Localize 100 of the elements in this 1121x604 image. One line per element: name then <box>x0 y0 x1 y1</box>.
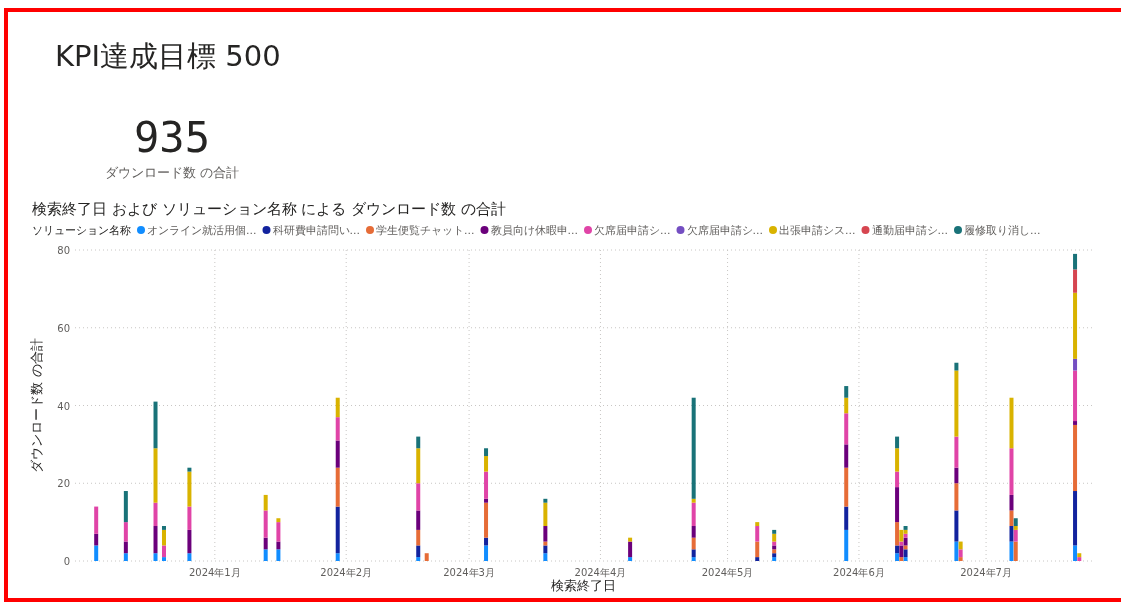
bar <box>772 545 777 550</box>
bar <box>1073 370 1078 422</box>
bar <box>161 545 166 558</box>
bar <box>1009 541 1014 561</box>
x-tick-label: 2024年4月 <box>574 567 627 578</box>
legend-label: 欠席届申請シ... <box>686 224 763 237</box>
legend-label: 出張申請シス... <box>779 224 856 237</box>
bar <box>187 506 192 530</box>
bar <box>1009 397 1014 449</box>
legend-label: 学生便覧チャット... <box>376 224 475 237</box>
bar <box>484 448 489 457</box>
bar <box>543 553 548 561</box>
bar <box>895 487 900 523</box>
bar <box>772 533 777 542</box>
bar <box>895 448 900 472</box>
bar <box>691 557 696 561</box>
bar <box>484 456 489 472</box>
bar <box>844 444 849 468</box>
bar <box>899 545 904 558</box>
bar <box>187 553 192 561</box>
bar <box>1073 269 1078 293</box>
bar <box>123 541 128 554</box>
bar <box>954 436 959 468</box>
bar <box>1009 494 1014 511</box>
bar <box>161 526 166 530</box>
bar <box>755 526 760 542</box>
y-tick-label: 80 <box>57 245 70 256</box>
bar <box>161 557 166 561</box>
bar <box>1073 424 1078 492</box>
bar <box>958 549 963 558</box>
bar <box>755 522 760 527</box>
bar <box>263 537 268 550</box>
bar <box>1009 526 1014 542</box>
bar <box>628 541 633 558</box>
x-tick-label: 2024年2月 <box>320 567 373 578</box>
bar <box>153 526 158 554</box>
bar <box>416 529 421 546</box>
bar <box>1077 557 1082 561</box>
bar <box>263 510 268 538</box>
bar <box>954 483 959 511</box>
bar <box>772 557 777 561</box>
bar <box>628 557 633 561</box>
bar <box>543 526 548 542</box>
bar <box>844 397 849 414</box>
x-tick-label: 2024年1月 <box>188 567 241 578</box>
bar <box>903 537 908 546</box>
bar <box>543 545 548 554</box>
bar <box>844 506 849 530</box>
bar <box>903 549 908 558</box>
bar <box>1073 545 1078 561</box>
bar <box>844 413 849 445</box>
bar <box>187 467 192 472</box>
bar <box>543 498 548 503</box>
bar <box>263 494 268 511</box>
bar <box>895 522 900 546</box>
bar <box>954 370 959 437</box>
bar <box>416 483 421 511</box>
bar <box>335 440 340 468</box>
bar <box>1073 358 1078 371</box>
bar <box>94 533 99 546</box>
bar <box>895 471 900 488</box>
bar <box>94 545 99 561</box>
chart-subtitle: 検索終了日 および ソリューション名称 による ダウンロード数 の合計 <box>32 200 506 218</box>
bar <box>276 522 281 542</box>
bar <box>844 529 849 561</box>
bar <box>691 502 696 527</box>
bar <box>1073 292 1078 359</box>
legend-label: 教員向け休暇申... <box>490 224 578 237</box>
bar <box>416 510 421 530</box>
bar <box>335 553 340 561</box>
bar <box>1077 553 1082 558</box>
bar <box>153 448 158 503</box>
y-tick-label: 0 <box>63 556 70 567</box>
bar <box>844 386 849 398</box>
text: 935 <box>134 113 210 162</box>
bar <box>416 448 421 484</box>
bar <box>276 518 281 523</box>
bar <box>335 397 340 418</box>
legend-label: 科研費申請問い... <box>272 224 360 237</box>
legend-label: 履修取り消し... <box>964 224 1041 237</box>
bar <box>954 362 959 371</box>
legend-label: オンライン就活用個... <box>147 224 257 237</box>
bar <box>335 417 340 441</box>
x-tick-label: 2024年7月 <box>960 567 1012 578</box>
x-tick-label: 2024年5月 <box>701 567 754 578</box>
bar <box>484 545 489 561</box>
y-axis-title: ダウンロード数 の合計 <box>29 338 44 473</box>
bar <box>772 529 777 534</box>
bar <box>153 502 158 527</box>
bar <box>954 467 959 484</box>
bar <box>1013 518 1018 527</box>
bar <box>543 502 548 527</box>
y-tick-label: 40 <box>57 400 70 412</box>
bar <box>755 557 760 561</box>
bar <box>903 545 908 550</box>
bar <box>895 553 900 561</box>
bar <box>484 502 489 538</box>
bar <box>1073 253 1078 270</box>
bar <box>123 522 128 542</box>
bar <box>899 529 904 542</box>
